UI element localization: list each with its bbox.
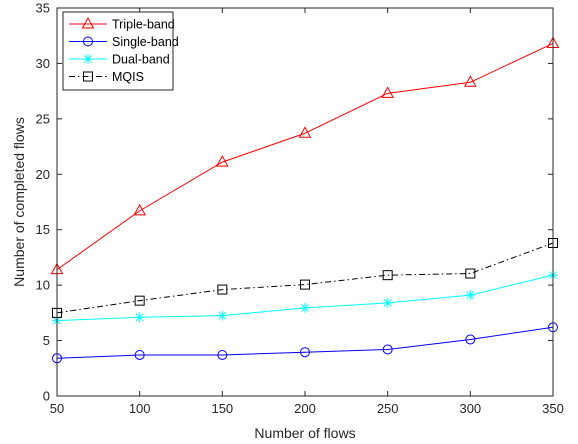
y-tick-label: 25: [36, 111, 50, 126]
y-tick-label: 30: [36, 56, 50, 71]
circle-marker: [300, 347, 310, 358]
y-tick-label: 20: [36, 167, 50, 182]
x-tick-label: 200: [294, 401, 316, 416]
asterisk-marker: [134, 312, 145, 323]
square-marker: [217, 284, 228, 295]
legend-entry-label: MQIS: [112, 70, 144, 84]
square-marker: [300, 279, 310, 290]
circle-marker: [83, 36, 93, 47]
circle-marker: [217, 349, 228, 360]
asterisk-marker: [465, 290, 476, 301]
asterisk-stroke: [84, 55, 92, 63]
asterisk-marker: [83, 54, 93, 64]
asterisk-stroke: [383, 298, 392, 307]
asterisk-marker: [217, 310, 228, 321]
series-line: [56, 326, 554, 359]
asterisk-marker: [382, 297, 393, 308]
x-axis-label: Number of flows: [254, 425, 355, 441]
series-line: [56, 43, 554, 271]
x-tick-label: 300: [459, 401, 481, 416]
x-tick-label: 50: [50, 401, 64, 416]
asterisk-stroke: [135, 313, 144, 322]
y-tick-label: 10: [36, 278, 50, 293]
x-tick-label: 150: [211, 401, 233, 416]
y-tick-label: 0: [43, 389, 50, 404]
triangle-marker: [81, 16, 95, 29]
x-tick-label: 100: [129, 401, 151, 416]
triangle-marker: [463, 75, 477, 87]
axis-ticks: 50 100 150 200 250 300 350 0 5 10 15 20 25 30 35: [36, 1, 564, 417]
square-marker: [83, 71, 93, 82]
legend-entry-label: Triple-band: [112, 18, 175, 32]
triangle-marker: [133, 203, 147, 216]
circle-marker: [134, 349, 145, 360]
y-axis-label: Number of completed flows: [11, 117, 27, 287]
x-tick-label: 350: [542, 401, 564, 416]
legend-entry-label: Dual-band: [112, 53, 170, 67]
circle-marker: [465, 334, 476, 345]
legend: Triple-band Single-band Dual-band MQIS: [62, 11, 179, 91]
asterisk-stroke: [301, 303, 309, 312]
asterisk-marker: [300, 302, 310, 313]
triangle-marker: [215, 155, 229, 167]
legend-box: [62, 11, 174, 91]
circle-marker: [382, 344, 393, 355]
series-line: [56, 242, 554, 314]
legend-entry-label: Single-band: [112, 35, 179, 49]
y-tick-label: 35: [36, 1, 50, 16]
square-marker: [382, 270, 393, 281]
x-tick-label: 250: [377, 401, 399, 416]
y-tick-label: 15: [36, 222, 50, 237]
square-marker: [465, 268, 476, 279]
asterisk-stroke: [466, 291, 475, 300]
triangle-marker: [381, 86, 395, 98]
asterisk-stroke: [218, 311, 227, 320]
y-tick-label: 5: [43, 333, 50, 348]
triangle-marker: [298, 126, 312, 138]
square-marker: [134, 295, 145, 306]
